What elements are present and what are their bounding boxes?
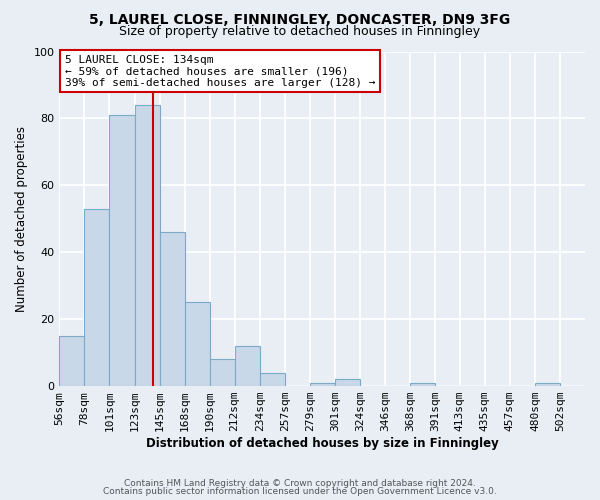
Text: 5 LAUREL CLOSE: 134sqm
← 59% of detached houses are smaller (196)
39% of semi-de: 5 LAUREL CLOSE: 134sqm ← 59% of detached…: [65, 55, 375, 88]
Bar: [134, 105, 160, 386]
Bar: [235, 346, 260, 386]
X-axis label: Distribution of detached houses by size in Finningley: Distribution of detached houses by size …: [146, 437, 499, 450]
Bar: [310, 382, 335, 386]
Bar: [85, 209, 109, 386]
Bar: [209, 360, 235, 386]
Bar: [410, 382, 435, 386]
Text: Size of property relative to detached houses in Finningley: Size of property relative to detached ho…: [119, 25, 481, 38]
Text: Contains public sector information licensed under the Open Government Licence v3: Contains public sector information licen…: [103, 487, 497, 496]
Bar: [335, 380, 360, 386]
Text: Contains HM Land Registry data © Crown copyright and database right 2024.: Contains HM Land Registry data © Crown c…: [124, 478, 476, 488]
Y-axis label: Number of detached properties: Number of detached properties: [15, 126, 28, 312]
Bar: [109, 115, 134, 386]
Text: 5, LAUREL CLOSE, FINNINGLEY, DONCASTER, DN9 3FG: 5, LAUREL CLOSE, FINNINGLEY, DONCASTER, …: [89, 12, 511, 26]
Bar: [535, 382, 560, 386]
Bar: [160, 232, 185, 386]
Bar: [260, 372, 284, 386]
Bar: [185, 302, 209, 386]
Bar: [59, 336, 85, 386]
